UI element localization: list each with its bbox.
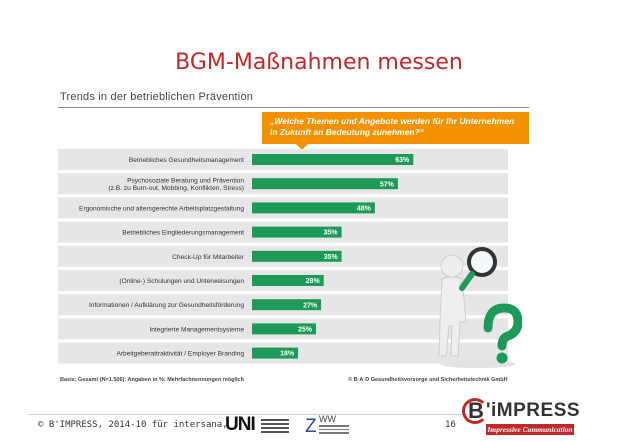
- category-label: Arbeitgeberattraktivität / Employer Bran…: [116, 351, 244, 358]
- 3d-figure-with-magnifier-and-question-mark-icon: [438, 247, 522, 368]
- data-bar: [252, 154, 414, 165]
- chart-source: © B·A·D Gesundheitsvorsorge und Sicherhe…: [348, 377, 508, 383]
- category-label: Check-Up für Mitarbeiter: [172, 254, 245, 261]
- bimpress-logo: B 'iMPRESS Impressive Communication: [462, 396, 581, 440]
- data-bar: [252, 347, 299, 359]
- bar-value-label: 57%: [380, 181, 395, 188]
- category-label: Ergonomische und altersgerechte Arbeitsp…: [79, 205, 244, 212]
- zww-logo-letters: WW: [319, 414, 336, 424]
- bar-chart: Betriebliches Gesundheitsmanagement 63% Ps…: [58, 149, 508, 364]
- survey-question-text: „Welche Themen und Angebote werden für I…: [270, 116, 515, 137]
- zww-logo-mark: Z: [305, 416, 317, 437]
- bar-value-label: 35%: [324, 254, 339, 261]
- survey-question-box: „Welche Themen und Angebote werden für I…: [262, 112, 529, 150]
- panel-heading: Trends in der betrieblichen Prävention: [60, 91, 254, 103]
- question-box-pointer: [296, 144, 308, 150]
- bimpress-logo-word: 'iMPRESS: [486, 400, 581, 421]
- category-label: Betriebliches Gesundheitsmanagement: [129, 157, 244, 164]
- university-logo: UNI: [225, 414, 293, 440]
- university-logo-lines: [261, 419, 289, 435]
- category-label: (Online-) Schulungen und Unterweisungen: [119, 278, 244, 285]
- data-bar: [252, 226, 342, 238]
- category-label: Psychosoziale Beratung und Prävention (z.…: [108, 178, 244, 192]
- slide-title: BGM-Maßnahmen messen: [175, 50, 463, 75]
- bimpress-tagline: Impressive Communication: [486, 424, 574, 435]
- data-bar: [252, 178, 398, 190]
- data-bar: [252, 202, 375, 214]
- footer-copyright: © B'IMPRESS, 2014-10 für intersana,: [38, 420, 228, 430]
- data-bar: [252, 323, 316, 335]
- category-label: Integrierte Managementsysteme: [149, 326, 244, 333]
- chart-footnote: Basis: Gesamt (N=1.506); Angaben in %; M…: [60, 377, 244, 383]
- bar-value-label: 28%: [306, 278, 321, 285]
- bar-value-label: 35%: [324, 230, 339, 237]
- bimpress-logo-swoosh: [462, 398, 488, 424]
- data-bar: [252, 275, 324, 286]
- category-label: Informationen / Aufklärung zur Gesundhei…: [89, 302, 244, 309]
- bar-value-label: 18%: [280, 351, 295, 358]
- panel-divider: [58, 107, 529, 108]
- university-logo-mark: UNI: [225, 414, 256, 435]
- data-bar: [252, 250, 342, 262]
- bimpress-logo-b: B: [468, 398, 484, 423]
- category-label: Betriebliches Eingliederungsmanagement: [122, 230, 244, 237]
- page-number: 16: [445, 420, 456, 430]
- zww-logo-lines: [319, 425, 349, 436]
- data-bar: [252, 299, 322, 311]
- bar-value-label: 63%: [395, 157, 410, 164]
- zww-logo: Z WW: [305, 414, 355, 440]
- footer-divider: [28, 414, 468, 415]
- bar-value-label: 48%: [357, 206, 372, 213]
- bar-value-label: 27%: [303, 302, 318, 309]
- bar-value-label: 25%: [298, 327, 313, 334]
